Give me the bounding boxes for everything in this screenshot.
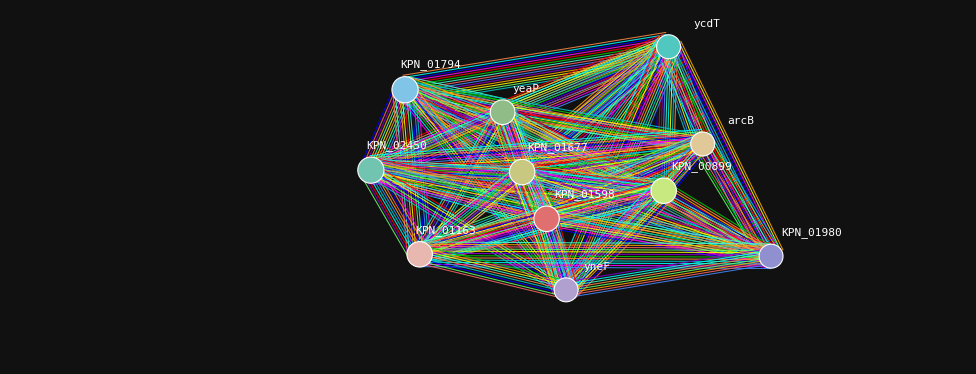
Ellipse shape	[657, 35, 680, 59]
Ellipse shape	[651, 178, 676, 203]
Ellipse shape	[490, 100, 515, 125]
Ellipse shape	[554, 278, 578, 302]
Text: KPN_01980: KPN_01980	[781, 227, 841, 238]
Ellipse shape	[392, 77, 418, 103]
Text: KPN_01598: KPN_01598	[554, 189, 615, 200]
Text: yeaP: yeaP	[512, 84, 540, 94]
Text: KPN_01163: KPN_01163	[415, 225, 475, 236]
Text: KPN_01677: KPN_01677	[527, 142, 588, 153]
Text: KPN_01794: KPN_01794	[400, 59, 461, 71]
Text: yneF: yneF	[584, 262, 611, 272]
Ellipse shape	[759, 244, 783, 268]
Text: KPN_00899: KPN_00899	[671, 161, 732, 172]
Ellipse shape	[509, 159, 535, 185]
Text: ycdT: ycdT	[693, 19, 720, 29]
Text: KPN_02450: KPN_02450	[366, 140, 427, 151]
Ellipse shape	[407, 242, 432, 267]
Text: arcB: arcB	[727, 116, 754, 126]
Ellipse shape	[691, 132, 714, 156]
Ellipse shape	[534, 206, 559, 232]
Ellipse shape	[358, 157, 384, 183]
